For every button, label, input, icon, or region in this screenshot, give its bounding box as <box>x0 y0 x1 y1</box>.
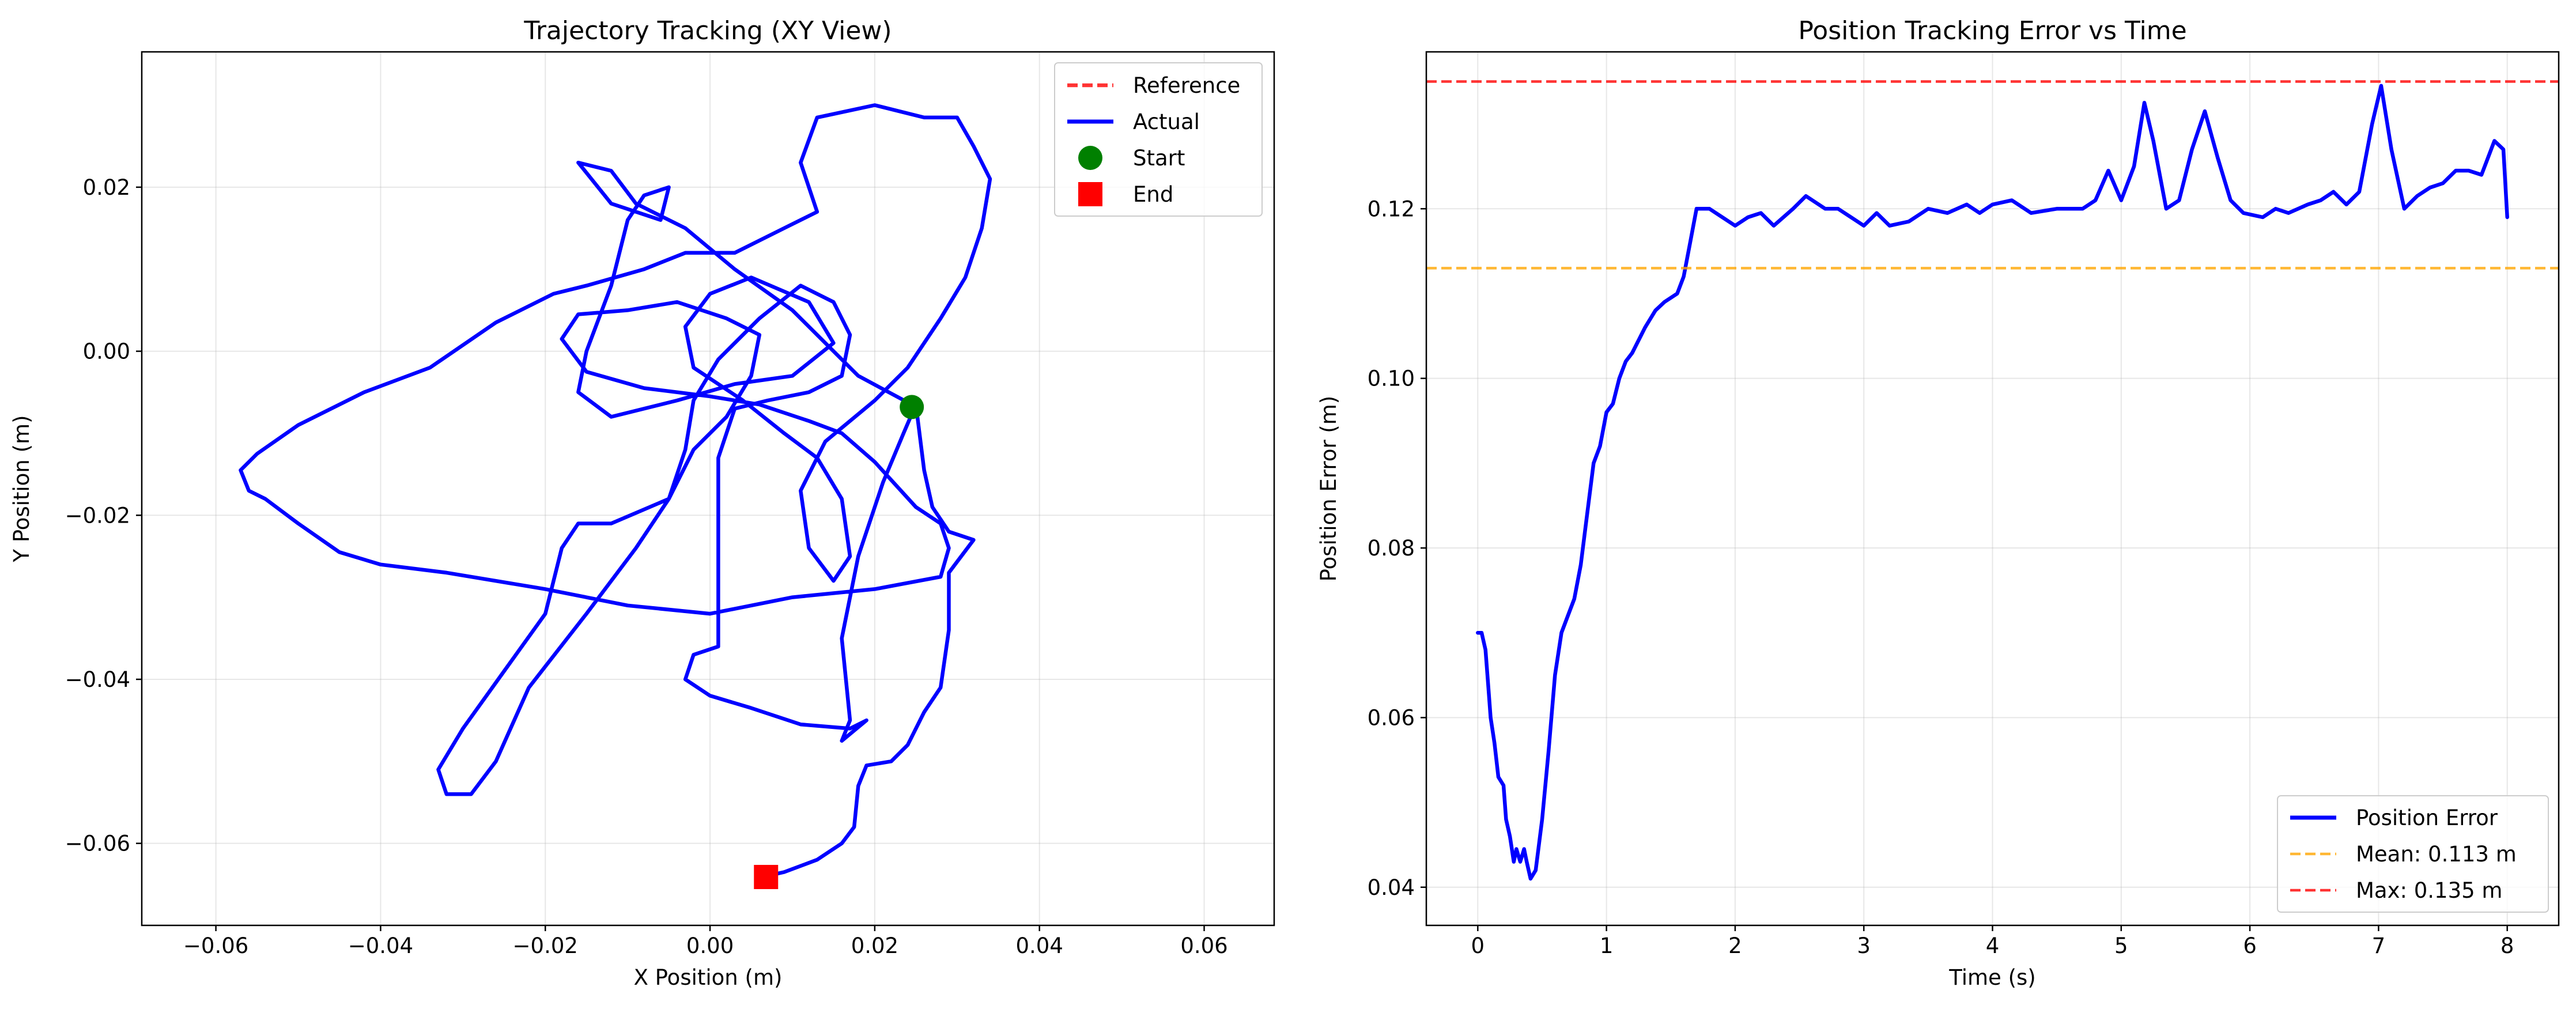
legend-label: Reference <box>1133 73 1240 98</box>
y-tick-label: −0.02 <box>65 503 130 528</box>
y-tick-label: 0.08 <box>1368 536 1415 561</box>
y-axis-label: Position Error (m) <box>1316 396 1341 582</box>
legend-label: Mean: 0.113 m <box>2356 842 2517 867</box>
y-tick-label: −0.06 <box>65 831 130 856</box>
y-tick-label: 0.04 <box>1368 875 1415 900</box>
x-axis-label: Time (s) <box>1948 965 2035 990</box>
plot-area <box>239 103 992 890</box>
x-tick-label: 0.02 <box>851 933 898 958</box>
axes-frame <box>1425 51 2560 927</box>
x-tick-label: 0 <box>1471 933 1485 958</box>
chart-title: Position Tracking Error vs Time <box>1798 16 2186 46</box>
position-error-plot: 0 1 2 3 4 5 6 7 8 0.04 0.06 0.08 0.10 0.12 Position Tr… <box>1316 16 2560 990</box>
y-tick-label: 0.10 <box>1368 366 1415 391</box>
x-tick-label: −0.02 <box>513 933 578 958</box>
x-tick-label: 7 <box>2372 933 2386 958</box>
start-marker <box>900 395 924 419</box>
x-tick-label: 1 <box>1600 933 1614 958</box>
y-tick-label: 0.00 <box>83 339 130 364</box>
y-tick-label: 0.02 <box>83 175 130 200</box>
axes-frame <box>141 51 1275 927</box>
legend-box <box>2277 795 2549 913</box>
x-tick-label: 0.00 <box>686 933 734 958</box>
x-tick-label: 0.04 <box>1016 933 1063 958</box>
y-axis-label: Y Position (m) <box>9 415 34 562</box>
x-tick-label: 8 <box>2501 933 2514 958</box>
legend-box <box>1054 62 1263 217</box>
trajectory-xy-plot: −0.06 −0.04 −0.02 0.00 0.02 0.04 0.06 −0.06 −0.0… <box>9 16 1275 990</box>
y-tick-label: 0.12 <box>1368 196 1415 221</box>
series-line-position-error <box>1476 84 2509 881</box>
chart-title: Trajectory Tracking (XY View) <box>523 16 892 46</box>
legend-label: Actual <box>1133 109 1200 134</box>
legend-label: Position Error <box>2356 806 2498 830</box>
x-tick-label: 3 <box>1857 933 1871 958</box>
series-line-actual <box>239 103 992 878</box>
x-axis-label: X Position (m) <box>634 965 783 990</box>
legend-label: End <box>1133 182 1173 207</box>
plot-area <box>1426 80 2559 881</box>
x-tick-label: 2 <box>1728 933 1742 958</box>
y-tick-label: 0.06 <box>1368 705 1415 730</box>
x-tick-label: −0.06 <box>183 933 248 958</box>
y-tick-label: −0.04 <box>65 667 130 692</box>
legend-label: Max: 0.135 m <box>2356 878 2502 903</box>
legend-label: Start <box>1133 146 1185 171</box>
x-tick-label: 4 <box>1986 933 2000 958</box>
legend-swatch-square <box>1078 182 1102 206</box>
legend-swatch-circle <box>1078 146 1102 170</box>
x-tick-label: 5 <box>2114 933 2128 958</box>
end-marker <box>754 865 779 890</box>
x-tick-label: −0.04 <box>348 933 413 958</box>
x-tick-label: 0.06 <box>1180 933 1227 958</box>
x-tick-label: 6 <box>2243 933 2257 958</box>
